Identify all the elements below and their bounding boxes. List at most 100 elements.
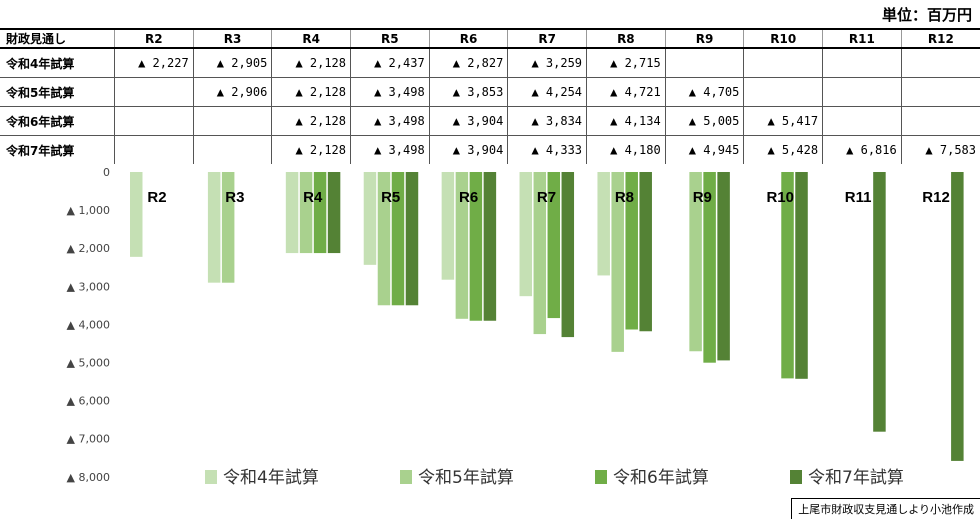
table-cell: ▲ 4,705 bbox=[664, 77, 744, 107]
table-row: 令和4年試算 ▲ 2,227 ▲ 2,905 ▲ 2,128 ▲ 2,437 ▲… bbox=[0, 48, 980, 78]
bar bbox=[519, 172, 533, 297]
row-label: 令和7年試算 bbox=[6, 143, 75, 158]
table-row: 令和6年試算 ▲ 2,128 ▲ 3,498 ▲ 3,904 ▲ 3,834 ▲… bbox=[0, 106, 980, 136]
source-credit: 上尾市財政収支見通しより小池作成 bbox=[791, 498, 980, 519]
table-cell: ▲ 2,827 bbox=[428, 48, 508, 78]
bar bbox=[689, 172, 702, 352]
table-row: 令和5年試算 ▲ 2,906 ▲ 2,128 ▲ 3,498 ▲ 3,853 ▲… bbox=[0, 77, 980, 107]
bar bbox=[597, 172, 610, 276]
column-header: R10 bbox=[743, 28, 823, 49]
bar bbox=[377, 172, 391, 306]
table-cell: ▲ 2,128 bbox=[271, 77, 351, 107]
table-cell: ▲ 3,259 bbox=[507, 48, 587, 78]
table-cell: ▲ 5,005 bbox=[664, 106, 744, 136]
column-header: R3 bbox=[192, 28, 272, 49]
row-label: 令和6年試算 bbox=[0, 106, 115, 136]
table-cell: ▲ 5,428 bbox=[743, 135, 823, 164]
bar bbox=[313, 172, 327, 254]
table-cell: ▲ 3,498 bbox=[350, 106, 430, 136]
category-label: R3 bbox=[225, 189, 244, 206]
table-row: 令和7年試算 ▲ 2,128 ▲ 3,498 ▲ 3,904 ▲ 4,333 ▲… bbox=[0, 135, 980, 164]
projection-table: 財政見通し R2 R3 R4 R5 R6 R7 R8 R9 R10 R11 R1… bbox=[0, 28, 980, 164]
table-cell bbox=[822, 48, 902, 78]
row-label: 令和4年試算 bbox=[0, 48, 115, 78]
legend-label: 令和7年試算 bbox=[808, 468, 904, 488]
table-cell: ▲ 2,906 bbox=[192, 77, 272, 107]
y-tick-label: ▲ 4,000 bbox=[67, 318, 110, 331]
table-cell: ▲ 4,333 bbox=[507, 135, 587, 164]
legend-label: 令和6年試算 bbox=[613, 468, 709, 488]
bar bbox=[455, 172, 469, 319]
table-cell: ▲ 4,134 bbox=[586, 106, 666, 136]
table-cell: ▲ 2,715 bbox=[586, 48, 666, 78]
category-label: R6 bbox=[459, 189, 478, 206]
table-cell bbox=[822, 106, 902, 136]
bar bbox=[363, 172, 377, 265]
table-cell: ▲ 3,853 bbox=[428, 77, 508, 107]
y-tick-label: ▲ 8,000 bbox=[67, 471, 110, 484]
bar bbox=[221, 172, 235, 283]
table-cell bbox=[192, 135, 272, 164]
bar bbox=[703, 172, 716, 363]
table-cell bbox=[900, 77, 980, 107]
column-header: R5 bbox=[350, 28, 430, 49]
table-cell bbox=[743, 48, 823, 78]
bar bbox=[781, 172, 794, 379]
deficit-bar-chart: 0 ▲ 1,000 ▲ 2,000 ▲ 3,000 ▲ 4,000 ▲ 5,000 ▲ 6,… bbox=[67, 166, 964, 488]
category-label: R10 bbox=[766, 189, 794, 206]
table-cell: ▲ 2,437 bbox=[350, 48, 430, 78]
table-cell: ▲ 6,816 bbox=[822, 135, 902, 164]
bar bbox=[795, 172, 808, 379]
bar bbox=[533, 172, 547, 335]
legend-swatch bbox=[595, 470, 607, 484]
bar bbox=[951, 172, 964, 461]
column-header: R12 bbox=[900, 28, 980, 49]
bar bbox=[639, 172, 652, 332]
table-cell: ▲ 4,721 bbox=[586, 77, 666, 107]
y-tick-label: ▲ 6,000 bbox=[67, 395, 110, 408]
bar bbox=[207, 172, 221, 283]
y-tick-label: ▲ 3,000 bbox=[67, 280, 110, 293]
table-cell: ▲ 4,180 bbox=[586, 135, 666, 164]
legend-label: 令和5年試算 bbox=[418, 468, 514, 488]
legend-swatch bbox=[400, 470, 412, 484]
table-cell: ▲ 3,498 bbox=[350, 135, 430, 164]
table-cell: ▲ 4,254 bbox=[507, 77, 587, 107]
bar bbox=[130, 172, 143, 257]
bar bbox=[327, 172, 341, 254]
bar bbox=[873, 172, 886, 432]
legend-swatch bbox=[790, 470, 802, 484]
category-label: R11 bbox=[845, 189, 872, 206]
bar bbox=[625, 172, 638, 330]
table-cell bbox=[664, 48, 744, 78]
bar bbox=[299, 172, 313, 254]
column-header: R7 bbox=[507, 28, 587, 49]
table-cell bbox=[192, 106, 272, 136]
bar bbox=[469, 172, 483, 321]
table-cell: ▲ 3,834 bbox=[507, 106, 587, 136]
table-cell: ▲ 4,945 bbox=[664, 135, 744, 164]
table-corner-label: 財政見通し bbox=[0, 28, 115, 49]
table-cell: ▲ 2,128 bbox=[271, 135, 351, 164]
bar bbox=[717, 172, 730, 361]
column-header: R8 bbox=[586, 28, 666, 49]
table-cell bbox=[114, 77, 194, 107]
table-cell: ▲ 3,904 bbox=[428, 106, 508, 136]
table-cell bbox=[114, 135, 194, 164]
column-header: R6 bbox=[428, 28, 508, 49]
legend-swatch bbox=[205, 470, 217, 484]
column-header: R4 bbox=[271, 28, 351, 49]
bar bbox=[391, 172, 405, 306]
table-cell: ▲ 3,498 bbox=[350, 77, 430, 107]
category-label: R7 bbox=[537, 189, 556, 206]
table-cell: ▲ 2,128 bbox=[271, 48, 351, 78]
table-header-row: 財政見通し R2 R3 R4 R5 R6 R7 R8 R9 R10 R11 R1… bbox=[0, 28, 980, 49]
bar bbox=[483, 172, 497, 321]
unit-label: 単位：百万円 bbox=[881, 6, 972, 24]
table-cell bbox=[822, 77, 902, 107]
bar bbox=[405, 172, 419, 306]
y-tick-label: 0 bbox=[103, 166, 110, 179]
table-cell bbox=[900, 48, 980, 78]
bar bbox=[611, 172, 624, 352]
table-cell: ▲ 2,905 bbox=[192, 48, 272, 78]
